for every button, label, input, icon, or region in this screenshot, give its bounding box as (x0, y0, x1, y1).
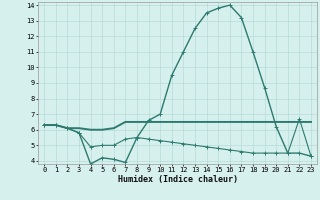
X-axis label: Humidex (Indice chaleur): Humidex (Indice chaleur) (118, 175, 238, 184)
